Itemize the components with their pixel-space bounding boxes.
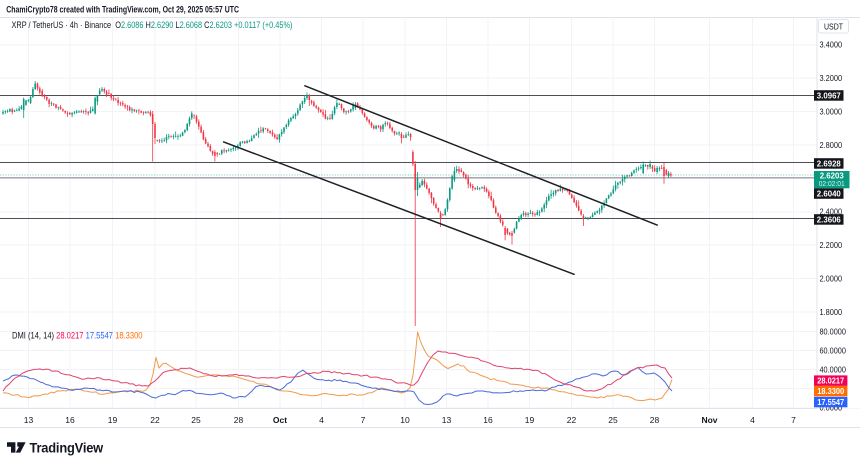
svg-text:19: 19 [108,415,118,425]
svg-text:40.0000: 40.0000 [820,366,847,375]
svg-text:ChamiCrypto78 created with Tra: ChamiCrypto78 created with TradingView.c… [6,4,239,15]
svg-text:2.0000: 2.0000 [820,275,843,284]
svg-text:3.0000: 3.0000 [820,108,843,117]
svg-text:16: 16 [483,415,493,425]
svg-text:2.3606: 2.3606 [817,215,842,224]
svg-text:16: 16 [65,415,75,425]
svg-text:Oct: Oct [273,415,287,425]
svg-text:25: 25 [608,415,618,425]
svg-text:02:02:01: 02:02:01 [819,179,845,188]
svg-text:80.0000: 80.0000 [820,327,847,336]
svg-text:2.6040: 2.6040 [817,190,842,199]
svg-text:22: 22 [150,415,160,425]
svg-text:60.0000: 60.0000 [820,346,847,355]
svg-text:25: 25 [191,415,201,425]
svg-text:2.8000: 2.8000 [820,141,843,150]
svg-text:3.0967: 3.0967 [817,91,842,100]
svg-text:17.5547: 17.5547 [817,398,845,407]
svg-text:3.4000: 3.4000 [820,41,843,50]
svg-text:2.6928: 2.6928 [817,159,842,168]
svg-text:19: 19 [525,415,535,425]
svg-text:XRP / TetherUS · 4h · Binance: XRP / TetherUS · 4h · Binance O2.6086 H2… [12,20,293,31]
svg-text:28: 28 [650,415,660,425]
svg-text:TradingView: TradingView [30,441,105,457]
svg-text:4: 4 [319,415,324,425]
svg-text:22: 22 [567,415,577,425]
svg-text:1.8000: 1.8000 [820,308,843,317]
svg-text:DMI (14, 14) 28.0217 17.5547 1: DMI (14, 14) 28.0217 17.5547 18.3300 [12,331,143,341]
svg-text:10: 10 [400,415,410,425]
svg-text:28.0217: 28.0217 [817,377,845,386]
svg-text:2.2000: 2.2000 [820,241,843,250]
svg-text:3.2000: 3.2000 [820,74,843,83]
svg-text:7: 7 [791,415,796,425]
svg-text:28: 28 [234,415,244,425]
svg-text:4: 4 [750,415,755,425]
svg-text:Nov: Nov [701,415,717,425]
svg-text:USDT: USDT [824,22,843,31]
svg-text:13: 13 [442,415,452,425]
svg-text:13: 13 [24,415,34,425]
svg-text:18.3300: 18.3300 [817,387,845,396]
svg-text:7: 7 [361,415,366,425]
